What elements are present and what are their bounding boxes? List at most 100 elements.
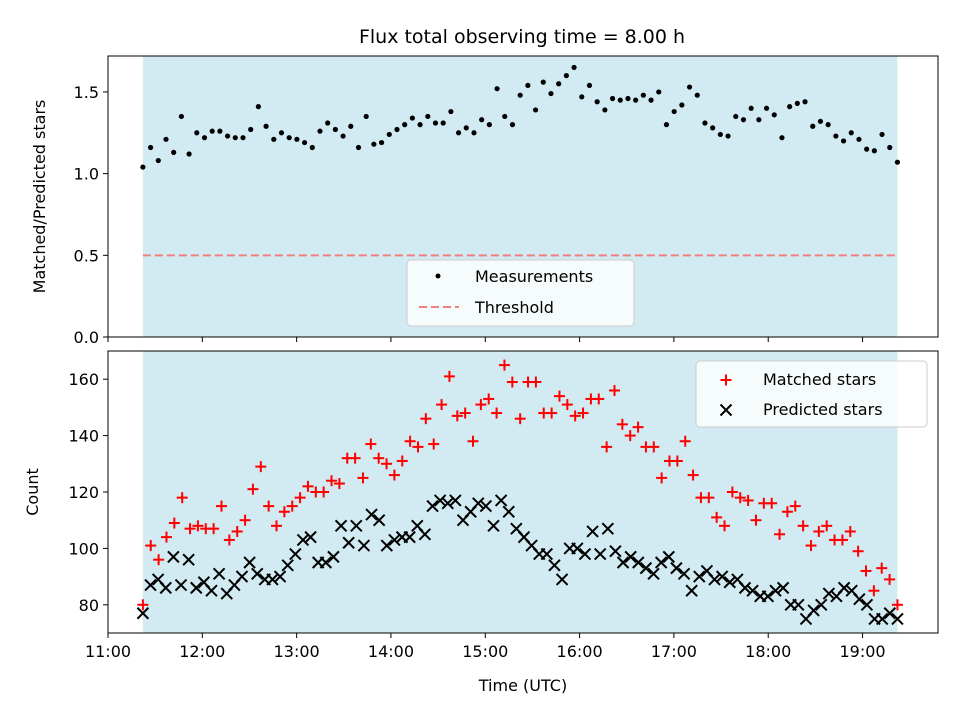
matched-star-point: [821, 520, 833, 532]
measurement-point: [663, 122, 670, 128]
measurement-point: [871, 148, 877, 154]
matched-star-point: [506, 376, 518, 388]
predicted-star-point: [289, 547, 302, 561]
legend-matched-label: Matched stars: [763, 370, 876, 389]
matched-star-point: [231, 525, 243, 537]
measurement-point: [317, 128, 323, 134]
measurement-point: [425, 113, 431, 120]
measurement-point: [702, 120, 708, 126]
predicted-star-point: [449, 494, 462, 507]
measurement-point: [656, 89, 662, 95]
matched-star-point: [726, 486, 738, 498]
predicted-star-point: [624, 550, 637, 564]
x-tick-label: 14:00: [368, 642, 414, 661]
y-tick-label: 100: [68, 539, 99, 558]
measurement-point: [147, 144, 154, 151]
time-x-axis-label: Time (UTC): [478, 676, 567, 695]
predicted-star-point: [136, 607, 150, 620]
predicted-star-point: [746, 584, 759, 597]
x-tick-label: 11:00: [85, 642, 131, 661]
measurement-point: [756, 117, 762, 123]
measurement-point: [556, 81, 562, 87]
ratio-x-ticks: [107, 337, 864, 342]
predicted-star-point: [144, 578, 157, 592]
predicted-star-point: [883, 607, 897, 620]
measurement-point: [817, 118, 824, 124]
predicted-star-point: [388, 533, 401, 547]
measurement-point: [386, 131, 392, 138]
measurement-point: [332, 126, 338, 133]
predicted-star-point: [715, 570, 729, 583]
legend-matched-glyph: [720, 374, 732, 386]
matched-star-point: [388, 469, 400, 481]
legend-predicted-glyph: [719, 403, 733, 417]
measurement-point: [725, 133, 731, 139]
predicted-star-point: [441, 497, 454, 510]
matched-star-point: [719, 520, 731, 532]
matched-star-point: [357, 472, 369, 484]
matched-star-point: [475, 399, 487, 411]
legend-threshold-label: Threshold: [474, 298, 554, 317]
count-y-ticks: 80 100 120 140 160: [68, 370, 108, 615]
measurement-point: [378, 139, 385, 146]
measurement-point: [586, 82, 593, 89]
measurement-point: [340, 133, 346, 139]
measurement-point: [617, 97, 623, 103]
predicted-star-point: [190, 581, 203, 595]
predicted-star-point: [479, 499, 493, 513]
measurement-point: [602, 107, 608, 113]
matched-star-point: [491, 407, 503, 419]
measurement-point: [717, 131, 723, 138]
matched-star-point: [797, 520, 809, 532]
measurement-points: [140, 64, 901, 170]
predicted-star-point: [654, 556, 668, 569]
predicted-star-point: [555, 573, 569, 586]
matched-star-point: [208, 523, 220, 535]
predicted-star-point: [327, 550, 340, 564]
matched-star-point: [530, 376, 542, 388]
measurement-point: [579, 94, 585, 100]
predicted-star-point: [815, 598, 828, 612]
matched-star-point: [742, 494, 754, 506]
measurement-point: [163, 136, 169, 142]
predicted-star-point: [723, 576, 736, 589]
y-tick-label: 0.0: [74, 328, 99, 347]
predicted-star-point: [571, 542, 584, 555]
measurement-point: [363, 113, 369, 120]
matched-star-point: [774, 528, 786, 540]
measurement-point: [301, 139, 308, 146]
y-tick-label: 1.0: [74, 165, 99, 184]
measurement-point: [186, 151, 192, 157]
matched-star-point: [868, 585, 880, 597]
matched-star-point: [396, 455, 408, 467]
measurement-point: [563, 73, 569, 79]
measurement-point: [625, 95, 631, 102]
matched-star-point: [160, 531, 172, 543]
matched-star-point: [404, 435, 416, 447]
predicted-star-point: [738, 581, 752, 595]
matched-star-point: [514, 413, 526, 425]
predicted-star-point: [601, 522, 615, 535]
predicted-star-point: [792, 598, 805, 612]
y-tick-label: 120: [68, 483, 99, 502]
measurement-point: [471, 130, 477, 136]
ratio-y-axis-label: Matched/Predicted stars: [30, 100, 49, 294]
matched-star-point: [836, 534, 848, 546]
matched-star-point: [349, 452, 361, 464]
matched-star-point: [805, 540, 817, 552]
measurement-point: [594, 99, 600, 105]
measurement-point: [548, 90, 554, 97]
y-tick-label: 80: [79, 596, 99, 615]
ratio-panel-frame: [107, 55, 939, 338]
measurement-point: [517, 92, 523, 98]
x-tick-label: 19:00: [839, 642, 885, 661]
matched-star-point: [483, 393, 495, 405]
predicted-star-point: [350, 519, 363, 533]
predicted-star-point: [807, 604, 820, 617]
count-panel: 80 100 120 140 160 11:00 12:00 13:00 14:00 15:00…: [23, 350, 939, 695]
measurement-point: [209, 128, 215, 134]
measurement-point: [525, 82, 531, 89]
matched-star-point: [333, 478, 345, 490]
predicted-star-point: [494, 494, 508, 507]
matched-star-point: [263, 500, 275, 512]
